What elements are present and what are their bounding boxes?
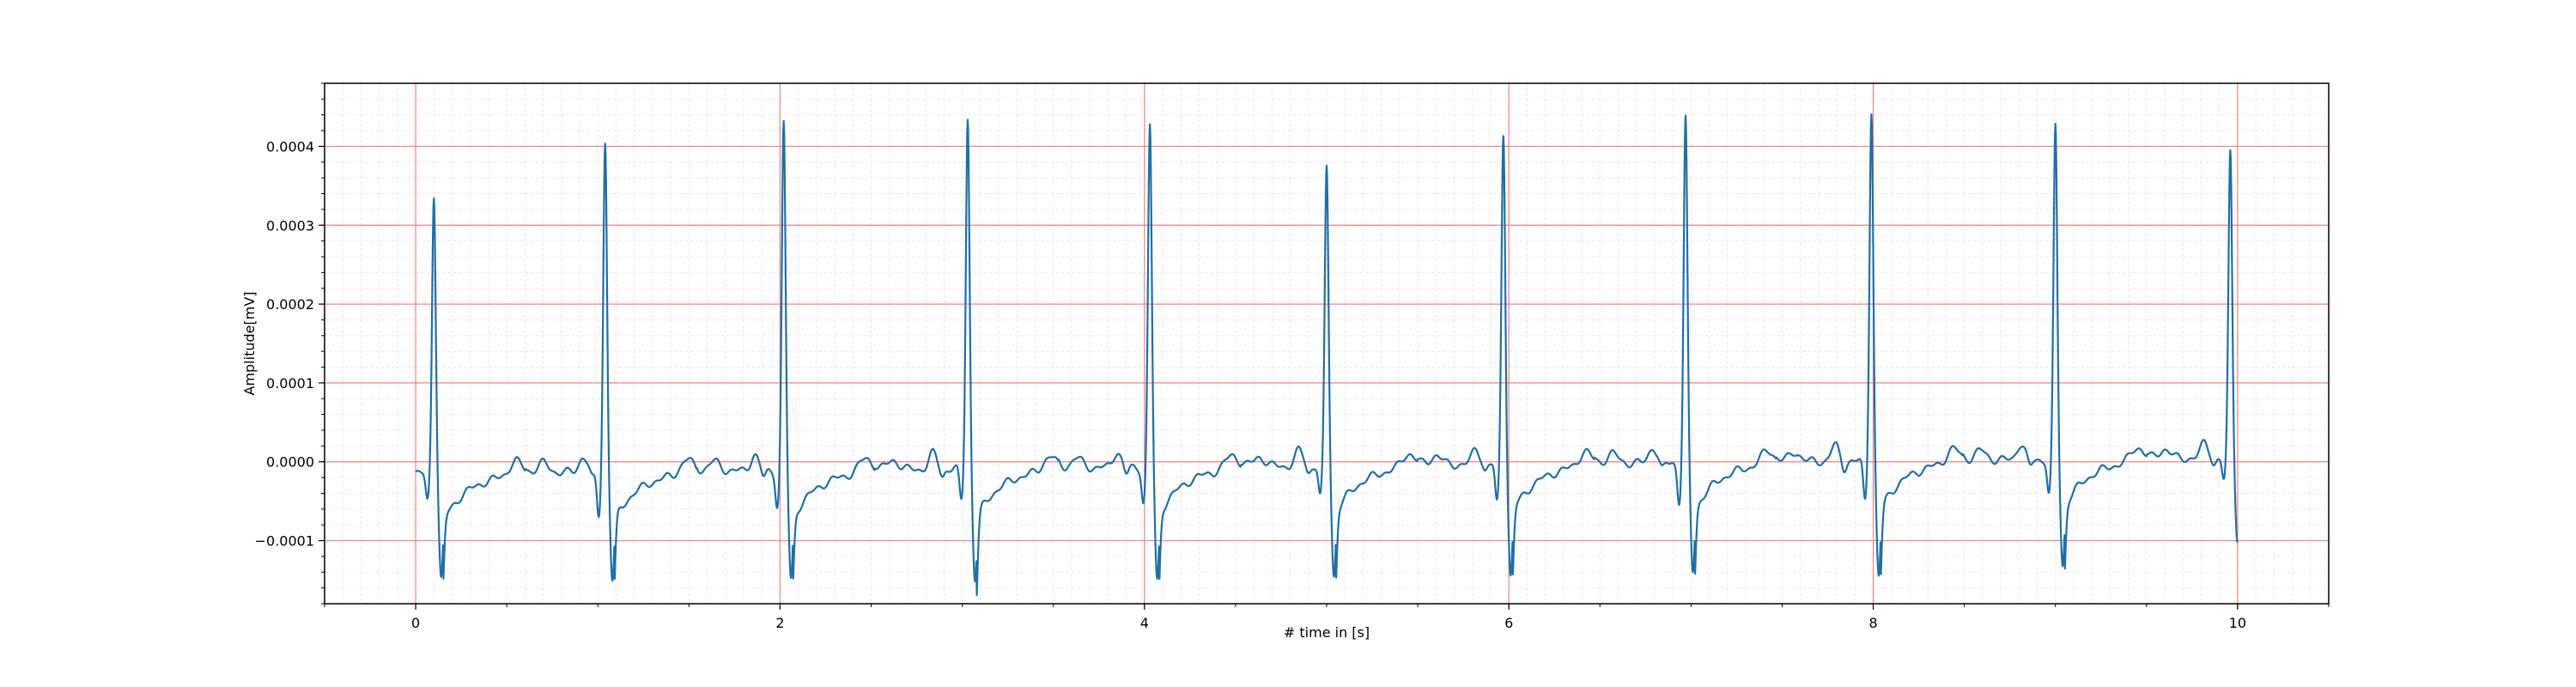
x-tick-label: 8: [1868, 615, 1877, 631]
y-tick-label: 0.0000: [266, 454, 314, 471]
ecg-series-line: [415, 112, 2239, 597]
x-tick-label: 0: [411, 615, 420, 631]
y-tick-label: 0.0001: [266, 375, 314, 392]
ecg-trace-group: [415, 112, 2239, 597]
x-tick-label: 10: [2229, 615, 2246, 631]
x-axis-ticks: 0 2 4 6 8 10: [324, 604, 2330, 631]
y-tick-label: 0.0003: [266, 217, 314, 234]
y-tick-label: 0.0002: [266, 296, 314, 313]
minor-grid: [324, 82, 2330, 605]
x-tick-label: 6: [1504, 615, 1513, 631]
x-tick-label: 2: [775, 615, 784, 631]
y-tick-label: 0.0004: [266, 138, 314, 155]
y-tick-label: −0.0001: [255, 533, 314, 550]
x-tick-label: 4: [1140, 615, 1149, 631]
y-axis-ticks: −0.0001 0.0000 0.0001 0.0002 0.0003 0.0004: [255, 82, 325, 605]
x-axis-label: # time in [s]: [1284, 624, 1370, 641]
y-axis-label: Amplitude[mV]: [241, 291, 258, 395]
